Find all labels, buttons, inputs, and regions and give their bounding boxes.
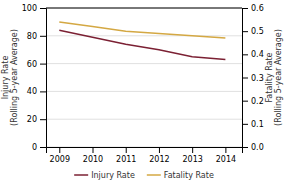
tick-mark bbox=[40, 36, 46, 37]
tick-label: 0.6 bbox=[251, 4, 264, 13]
tick-label: 80 bbox=[27, 32, 37, 41]
legend-label: Injury Rate bbox=[91, 171, 135, 180]
tick: 0.3 bbox=[242, 74, 264, 83]
series-group bbox=[59, 22, 225, 60]
axis-line bbox=[243, 9, 249, 148]
series-line bbox=[59, 30, 225, 59]
tick: 0.0 bbox=[242, 143, 264, 152]
tick-label: 2014 bbox=[216, 155, 236, 164]
tick-label: 2011 bbox=[116, 155, 136, 164]
legend-swatch bbox=[74, 174, 88, 176]
legend-item: Injury Rate bbox=[74, 171, 135, 180]
legend-item: Fatality Rate bbox=[147, 171, 214, 180]
plot: 2009201020112012201320140204060801000.00… bbox=[22, 4, 264, 164]
axis-title: Fatality Rate(Rolling 5-year Average) bbox=[265, 29, 283, 126]
tick: 0.2 bbox=[242, 97, 264, 106]
grid bbox=[46, 8, 242, 147]
tick-label: 100 bbox=[22, 4, 37, 13]
legend: Injury Rate Fatality Rate bbox=[74, 171, 214, 180]
tick-label: 40 bbox=[27, 87, 37, 96]
y2-axis: 0.0 0.1 0.2 0.3 0.4 0.5 0.6 bbox=[242, 4, 264, 152]
legend-swatch bbox=[147, 174, 161, 176]
tick: 0.1 bbox=[242, 120, 264, 129]
tick: 2013 bbox=[182, 147, 202, 164]
tick: 0.5 bbox=[242, 27, 264, 36]
x-axis: 2009 2010 2011 2012 2013 2014 bbox=[47, 147, 243, 164]
tick-label: 0.1 bbox=[251, 120, 264, 129]
tick-mark bbox=[59, 147, 60, 153]
tick-label: 0 bbox=[32, 143, 37, 152]
tick-mark bbox=[40, 8, 46, 9]
tick-mark bbox=[93, 147, 94, 153]
tick-mark bbox=[242, 31, 248, 32]
tick-mark bbox=[242, 124, 248, 125]
tick: 2011 bbox=[116, 147, 136, 164]
tick-mark bbox=[242, 8, 248, 9]
tick-label: 20 bbox=[27, 115, 37, 124]
chart: 2009201020112012201320140204060801000.00… bbox=[0, 0, 288, 181]
tick: 0 bbox=[32, 143, 46, 152]
tick-mark bbox=[40, 91, 46, 92]
tick-mark bbox=[242, 54, 248, 55]
grid-line bbox=[46, 91, 242, 92]
y-axis: 0 20 40 60 80 100 bbox=[22, 4, 47, 152]
tick-label: 0.0 bbox=[251, 143, 264, 152]
tick-label: 0.2 bbox=[251, 97, 264, 106]
tick-mark bbox=[242, 78, 248, 79]
tick: 2010 bbox=[83, 147, 103, 164]
axis-line bbox=[40, 9, 47, 148]
chart-container: 2009201020112012201320140204060801000.00… bbox=[0, 0, 288, 181]
grid-line bbox=[46, 35, 242, 36]
tick: 60 bbox=[27, 60, 46, 69]
frame-line bbox=[46, 8, 242, 9]
tick-mark bbox=[192, 147, 193, 153]
tick-mark bbox=[40, 119, 46, 120]
tick-mark bbox=[159, 147, 160, 153]
tick: 100 bbox=[22, 4, 46, 13]
grid-line bbox=[46, 119, 242, 120]
tick: 80 bbox=[27, 32, 46, 41]
tick: 20 bbox=[27, 115, 46, 124]
tick: 0.4 bbox=[242, 50, 264, 59]
tick-label: 2009 bbox=[50, 155, 70, 164]
tick-label: 0.3 bbox=[251, 74, 264, 83]
tick: 0.6 bbox=[242, 4, 264, 13]
tick: 2009 bbox=[50, 147, 70, 164]
tick-mark bbox=[40, 64, 46, 65]
tick-mark bbox=[225, 147, 226, 153]
tick-mark bbox=[242, 147, 248, 148]
tick-label: 0.5 bbox=[251, 27, 264, 36]
tick: 40 bbox=[27, 87, 46, 96]
axis-line bbox=[47, 148, 243, 154]
tick-label: 2012 bbox=[149, 155, 169, 164]
grid-line bbox=[46, 8, 242, 9]
grid-line bbox=[46, 63, 242, 64]
legend-label: Fatality Rate bbox=[164, 171, 214, 180]
tick-mark bbox=[242, 101, 248, 102]
tick-mark bbox=[40, 147, 46, 148]
tick-label: 2013 bbox=[182, 155, 202, 164]
tick-label: 60 bbox=[27, 60, 37, 69]
tick: 2012 bbox=[149, 147, 169, 164]
tick-label: 0.4 bbox=[251, 50, 264, 59]
tick: 2014 bbox=[216, 147, 236, 164]
series-line bbox=[59, 22, 225, 38]
tick-mark bbox=[126, 147, 127, 153]
tick-label: 2010 bbox=[83, 155, 103, 164]
axis-title: Injury Rate(Rolling 5-year Average) bbox=[1, 29, 19, 126]
